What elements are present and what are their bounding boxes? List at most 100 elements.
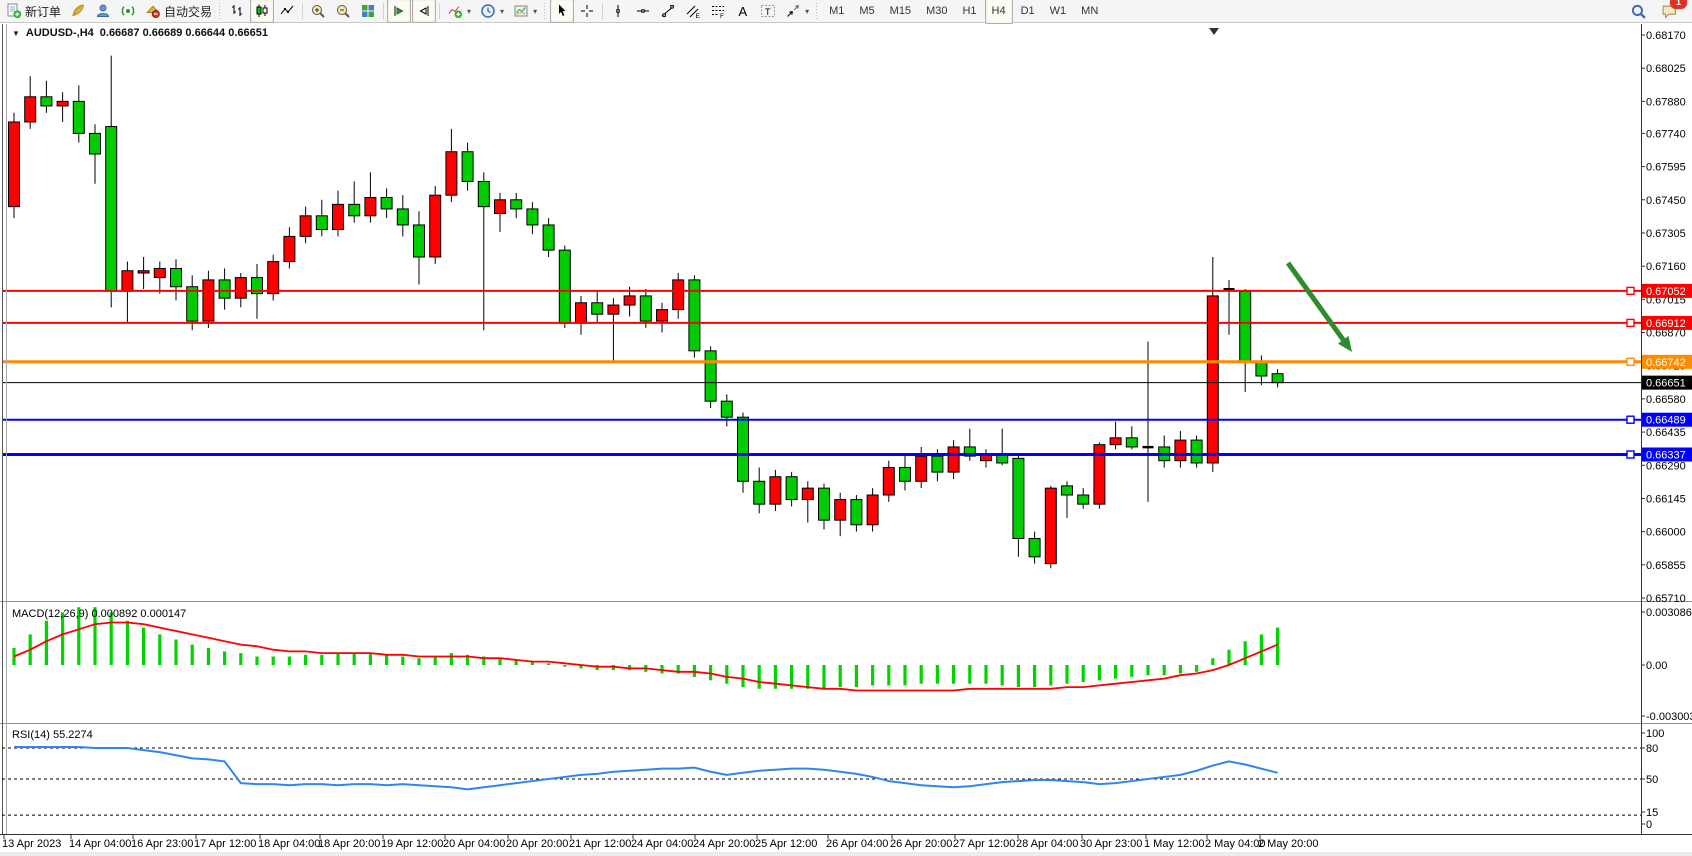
- tf-h1-button[interactable]: H1: [955, 0, 983, 24]
- candle-body: [866, 494, 879, 526]
- new-order-label: 新订单: [25, 4, 62, 19]
- chart-shift-marker-icon[interactable]: [1209, 28, 1219, 35]
- candle-body: [801, 487, 814, 501]
- candlestick-mode-button[interactable]: [250, 0, 275, 23]
- periods-button[interactable]: ▾: [476, 0, 508, 23]
- chart-shift-icon: [416, 3, 432, 19]
- signals-button[interactable]: [116, 0, 140, 23]
- equidistant-channel-button[interactable]: E: [681, 0, 705, 23]
- candle-body: [234, 277, 247, 299]
- chat-button[interactable]: 1: [1657, 0, 1687, 23]
- cursor-button[interactable]: [550, 0, 575, 23]
- price-label-box: [1642, 412, 1692, 427]
- price-tick-label: 0.68025: [1646, 63, 1686, 75]
- new-order-button[interactable]: 新订单: [2, 0, 65, 23]
- horizontal-line-button[interactable]: [631, 0, 655, 23]
- trend-arrow-head[interactable]: [1337, 336, 1352, 352]
- trend-arrow-object[interactable]: [1285, 261, 1348, 345]
- styler-button[interactable]: [66, 0, 90, 23]
- time-tick-label: 1 May 12:00: [1144, 838, 1205, 850]
- templates-button[interactable]: ▾: [509, 0, 541, 23]
- trendline-button[interactable]: [656, 0, 680, 23]
- symbol-dropdown-icon[interactable]: ▼: [12, 28, 20, 38]
- hline-marker[interactable]: [1626, 450, 1635, 459]
- time-axis[interactable]: 13 Apr 2023 14 Apr 04:00 16 Apr 23:00 17 Ap…: [2, 835, 1319, 850]
- time-tick-label: 20 Apr 04:00: [443, 838, 505, 850]
- fibonacci-button[interactable]: F: [706, 0, 730, 23]
- chevron-down-icon[interactable]: ▾: [805, 6, 810, 16]
- chart-ohlc-values: 0.66687 0.66689 0.66644 0.66651: [99, 27, 268, 39]
- candle-body: [364, 196, 377, 217]
- doji-dash: [1223, 288, 1235, 291]
- window-bottom-strip: [0, 852, 1692, 856]
- autotrading-button[interactable]: 自动交易: [141, 0, 216, 23]
- tf-m1-button[interactable]: M1: [822, 0, 851, 24]
- tf-m15-button[interactable]: M15: [883, 0, 918, 24]
- vertical-line-button[interactable]: [606, 0, 630, 23]
- text-button[interactable]: A: [731, 0, 755, 23]
- chevron-down-icon[interactable]: ▾: [467, 6, 472, 16]
- indicators-button[interactable]: ▾: [443, 0, 475, 23]
- candle-body: [413, 224, 425, 258]
- text-label-button[interactable]: T: [756, 0, 780, 23]
- zoom-out-button[interactable]: [331, 0, 355, 23]
- notification-badge: 1: [1670, 0, 1687, 9]
- community-button[interactable]: [91, 0, 115, 23]
- candle-body: [931, 455, 944, 473]
- chevron-down-icon[interactable]: ▾: [533, 6, 538, 16]
- toolbar-grip: [543, 3, 547, 19]
- candle-body: [1271, 373, 1284, 384]
- candle-body: [510, 199, 523, 210]
- crosshair-button[interactable]: [575, 0, 599, 23]
- rsi-label: RSI(14) 55.2274: [12, 729, 93, 741]
- bar-chart-mode-button[interactable]: [225, 0, 249, 23]
- tile-windows-button[interactable]: [356, 0, 380, 23]
- candle-body: [251, 277, 263, 295]
- chart-background: [0, 24, 1692, 856]
- tf-mn-button[interactable]: MN: [1074, 0, 1105, 24]
- candle-body: [850, 499, 863, 526]
- candle-body: [623, 295, 636, 306]
- svg-text:A: A: [739, 4, 748, 19]
- hline-marker[interactable]: [1626, 318, 1635, 328]
- time-tick-label: 24 Apr 04:00: [631, 838, 693, 850]
- search-button[interactable]: [1626, 0, 1651, 23]
- line-chart-mode-button[interactable]: [275, 0, 299, 23]
- candle-body: [720, 400, 733, 418]
- candle-body: [915, 455, 928, 482]
- chart-shift-button[interactable]: [412, 0, 437, 23]
- time-tick-label: 25 Apr 12:00: [755, 838, 817, 850]
- auto-scroll-button[interactable]: [387, 0, 412, 23]
- tf-d1-button[interactable]: D1: [1014, 0, 1042, 24]
- hline-marker[interactable]: [1626, 357, 1635, 367]
- tf-m5-button[interactable]: M5: [852, 0, 881, 24]
- time-tick-label: 2 May 20:00: [1258, 838, 1319, 850]
- hline-marker[interactable]: [1626, 415, 1635, 424]
- zoom-in-button[interactable]: [306, 0, 330, 23]
- doji-dash: [1142, 445, 1154, 449]
- rsi-tick-label: 50: [1646, 774, 1658, 786]
- candle-body: [283, 235, 296, 263]
- candle-body: [186, 286, 199, 322]
- price-tick-label: 0.66290: [1646, 460, 1686, 472]
- time-tick-label: 26 Apr 20:00: [890, 838, 952, 850]
- chevron-down-icon[interactable]: ▾: [500, 6, 505, 16]
- tf-m30-label: M30: [926, 5, 948, 17]
- arrows-button[interactable]: ▾: [781, 0, 813, 23]
- candle-body: [24, 96, 37, 123]
- quill-icon: [70, 3, 86, 19]
- price-tick-label: 0.65710: [1646, 593, 1686, 605]
- price-tick-label: 0.67740: [1646, 128, 1686, 140]
- tf-m15-label: M15: [889, 5, 912, 17]
- candle-body: [834, 499, 847, 521]
- hline-marker[interactable]: [1626, 286, 1635, 296]
- tf-w1-button[interactable]: W1: [1043, 0, 1074, 24]
- candle-body: [72, 100, 85, 134]
- macd-tick-label: 0.00: [1646, 660, 1667, 672]
- tf-m30-button[interactable]: M30: [919, 0, 954, 24]
- signal-icon: [120, 3, 136, 19]
- price-tick-label: 0.67160: [1646, 261, 1686, 273]
- tf-h4-button[interactable]: H4: [984, 0, 1013, 24]
